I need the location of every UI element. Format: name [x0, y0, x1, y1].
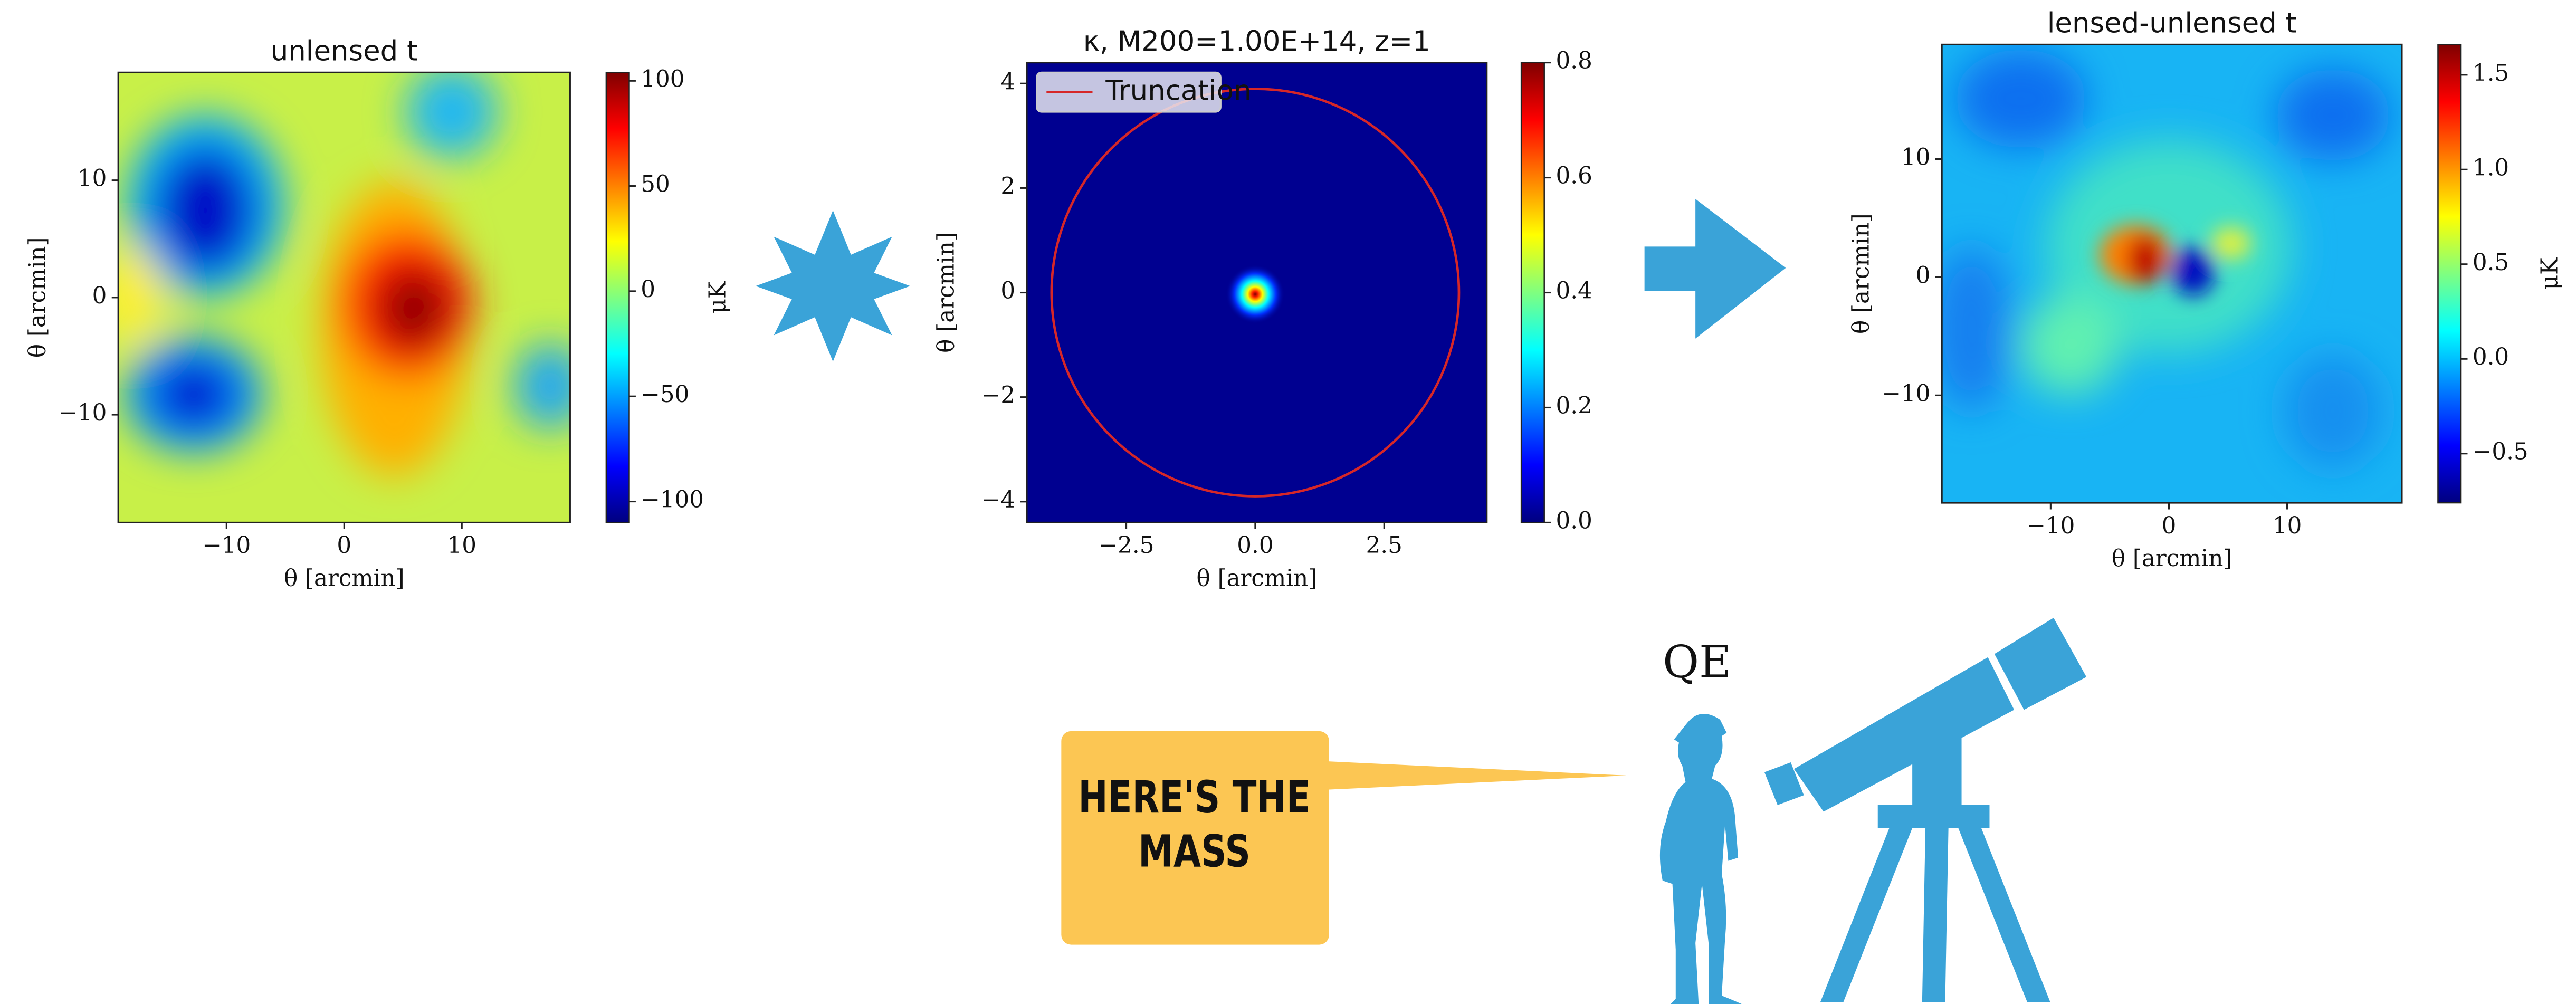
observer-label: QE — [1663, 636, 1731, 687]
colorbar-tick-label: −100 — [641, 487, 704, 513]
y-tick-label: −4 — [981, 487, 1015, 513]
y-tick-label: −2 — [981, 383, 1015, 409]
y-tick-label: 0 — [1916, 262, 1931, 289]
speech-tail — [1314, 761, 1627, 790]
page: HERE'S THE MASS QE unlensed t−10010−1001… — [0, 0, 2576, 1004]
y-tick-label: −10 — [58, 400, 107, 426]
x-tick-label: 0.0 — [1237, 532, 1273, 559]
person-silhouette — [1660, 714, 1745, 1004]
speech-text: HERE'S THE — [1078, 771, 1310, 823]
heatmap — [1027, 63, 1487, 523]
y-tick-label: 10 — [78, 166, 107, 192]
y-tick-label: 4 — [1000, 69, 1015, 95]
x-tick-label: 2.5 — [1366, 532, 1403, 559]
x-tick-label: 0 — [337, 532, 351, 559]
x-tick-label: 10 — [2273, 513, 2302, 539]
panel-title: unlensed t — [271, 35, 418, 68]
colorbar-tick-label: 0.2 — [1556, 393, 1592, 419]
figure: HERE'S THE MASS QE unlensed t−10010−1001… — [0, 0, 2576, 1004]
y-axis-label: θ [arcmin] — [25, 237, 51, 358]
colorbar — [1521, 63, 1544, 523]
colorbar-tick-label: 0.0 — [1556, 508, 1592, 534]
x-tick-label: 10 — [447, 532, 476, 559]
telescope-tube — [1794, 657, 2014, 812]
x-tick-label: −2.5 — [1099, 532, 1155, 559]
y-tick-label: 0 — [92, 283, 107, 309]
colorbar-tick-label: 1.5 — [2473, 60, 2509, 87]
colorbar-tick-label: 0 — [641, 276, 655, 303]
x-axis-label: θ [arcmin] — [2112, 546, 2232, 572]
speech-text: MASS — [1138, 825, 1251, 877]
heatmap — [102, 66, 586, 523]
x-tick-label: −10 — [202, 532, 251, 559]
telescope-tripod — [1922, 828, 1949, 1002]
colorbar — [2438, 44, 2461, 503]
colorbar-label: μK — [2536, 257, 2563, 290]
colorbar-label: μK — [705, 281, 731, 313]
heatmap — [1930, 44, 2402, 503]
panel-title: κ, M200=1.00E+14, z=1 — [1083, 25, 1430, 58]
colorbar-tick-label: 0.6 — [1556, 163, 1592, 189]
colorbar-tick-label: −50 — [641, 381, 689, 408]
x-axis-label: θ [arcmin] — [284, 565, 405, 591]
x-tick-label: −10 — [2026, 513, 2075, 539]
y-tick-label: 0 — [1000, 278, 1015, 304]
colorbar-tick-label: 0.4 — [1556, 278, 1592, 304]
colorbar-tick-label: 0.0 — [2473, 344, 2509, 370]
convolution-star — [756, 211, 910, 361]
panel-title: lensed-unlensed t — [2047, 7, 2297, 40]
colorbar-tick-label: −0.5 — [2473, 439, 2529, 465]
telescope-lens — [1995, 618, 2086, 710]
colorbar-tick-label: 100 — [641, 66, 684, 92]
y-tick-label: 10 — [1901, 145, 1930, 171]
telescope-tripod — [1958, 828, 2050, 1002]
colorbar-tick-label: 0.8 — [1556, 48, 1592, 74]
y-axis-label: θ [arcmin] — [1848, 213, 1875, 334]
colorbar-tick-label: 0.5 — [2473, 250, 2509, 276]
y-tick-label: −10 — [1882, 380, 1930, 407]
telescope-tripod — [1820, 828, 1912, 1002]
colorbar-tick-label: 50 — [641, 171, 670, 198]
telescope-mount — [1912, 731, 1961, 805]
colorbar-tick-label: 1.0 — [2473, 155, 2509, 181]
x-tick-label: 0 — [2162, 513, 2177, 539]
legend-label: Truncation — [1105, 74, 1251, 107]
colorbar — [606, 72, 629, 522]
y-tick-label: 2 — [1000, 173, 1015, 199]
x-axis-label: θ [arcmin] — [1197, 565, 1318, 591]
arrow — [1645, 199, 1786, 339]
y-axis-label: θ [arcmin] — [933, 232, 960, 353]
telescope-head — [1878, 805, 1990, 828]
